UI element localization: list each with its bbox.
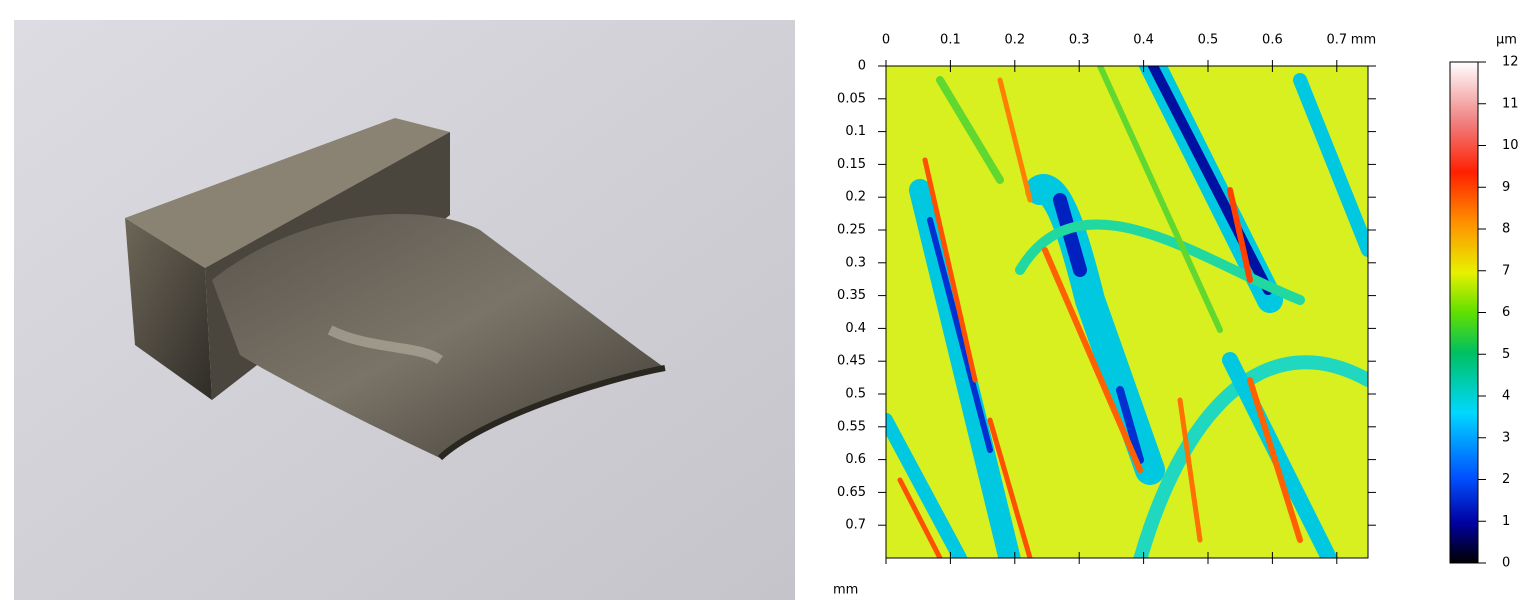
colorbar-tick-label: 8 [1502,222,1510,237]
x-tick-label: 0.3 [1069,33,1090,48]
colorbar-unit: µm [1496,33,1517,48]
y-tick-label: 0.25 [837,223,866,238]
colorbar-tick-label: 9 [1502,180,1510,195]
x-tick-label: 0.6 [1262,33,1283,48]
colorbar-scale [1449,61,1479,564]
y-tick-label: 0.05 [837,91,866,106]
y-tick-label: 0.1 [845,124,866,139]
colorbar-tick-label: 12 [1502,55,1519,70]
photo [14,20,795,600]
x-tick-label: 0.4 [1133,33,1154,48]
colorbar-tick-label: 10 [1502,138,1519,153]
x-tick-label: 0.7 [1326,33,1347,48]
x-tick-label: 0.5 [1198,33,1219,48]
colorbar-tick-label: 3 [1502,430,1510,445]
colorbar-tick-label: 4 [1502,389,1510,404]
y-tick-label: 0.2 [845,190,866,205]
x-tick-label: 0.1 [940,33,961,48]
y-tick-label: 0.45 [837,354,866,369]
colorbar-tick-label: 7 [1502,263,1510,278]
y-tick-label: 0.35 [837,288,866,303]
surface-map: 0 0.1 0.2 0.3 0.4 0.5 0.6 0.7 0 0.05 0.1 0.15 0.2 0.2… [833,33,1376,598]
x-unit: mm [1351,33,1376,48]
colorbar-tick-label: 6 [1502,305,1510,320]
colorbar-tick-label: 5 [1502,347,1510,362]
y-unit: mm [833,583,858,598]
x-tick-label: 0.2 [1004,33,1025,48]
colorbar-tick-label: 0 [1502,556,1510,571]
y-tick-label: 0.4 [845,321,866,336]
colorbar-tick-label: 2 [1502,472,1510,487]
y-tick-label: 0.15 [837,157,866,172]
y-tick-label: 0.6 [845,452,866,467]
y-tick-label: 0 [858,59,866,74]
y-tick-label: 0.65 [837,485,866,500]
y-tick-label: 0.5 [845,387,866,402]
colorbar-tick-label: 11 [1502,96,1519,111]
y-tick-label: 0.55 [837,419,866,434]
x-tick-label: 0 [882,33,890,48]
colorbar-tick-label: 1 [1502,514,1510,529]
y-tick-label: 0.7 [845,518,866,533]
height-texture [886,66,1368,558]
y-tick-label: 0.3 [845,255,866,270]
